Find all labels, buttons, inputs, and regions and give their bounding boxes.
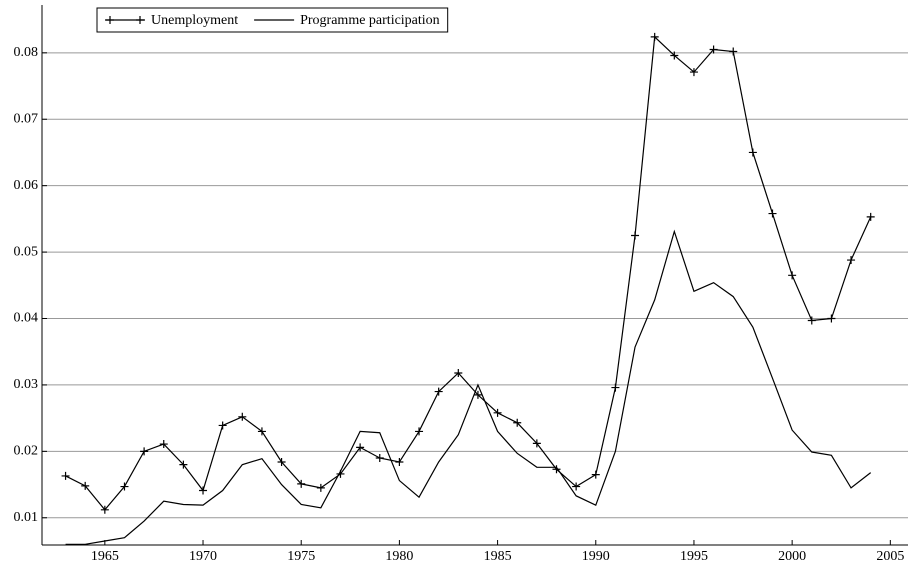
marker <box>238 412 247 421</box>
marker <box>670 51 679 60</box>
series-line <box>65 35 872 511</box>
series-line <box>65 229 872 545</box>
x-tick-label: 2000 <box>778 549 806 564</box>
marker <box>277 457 286 466</box>
marker <box>257 427 266 436</box>
marker <box>866 212 875 221</box>
marker <box>689 68 698 77</box>
marker <box>61 471 70 480</box>
y-tick-label: 0.06 <box>14 178 39 193</box>
marker <box>218 421 227 430</box>
x-tick-label: 1985 <box>484 549 512 564</box>
marker <box>356 443 365 452</box>
y-tick-label: 0.07 <box>14 111 39 126</box>
marker <box>454 368 463 377</box>
x-tick-label: 1980 <box>385 549 413 564</box>
marker <box>611 383 620 392</box>
marker <box>513 418 522 427</box>
x-tick-label: 1970 <box>189 549 217 564</box>
marker <box>297 479 306 488</box>
marker <box>807 316 816 325</box>
marker <box>650 32 659 41</box>
marker <box>199 486 208 495</box>
x-tick-label: 1975 <box>287 549 315 564</box>
x-tick-label: 1990 <box>582 549 610 564</box>
marker <box>768 209 777 218</box>
y-tick-label: 0.01 <box>14 510 39 525</box>
marker <box>631 231 640 240</box>
marker <box>473 390 482 399</box>
marker <box>572 482 581 491</box>
marker <box>120 482 129 491</box>
marker <box>788 271 797 280</box>
marker <box>106 16 114 24</box>
y-tick-label: 0.08 <box>14 45 39 60</box>
marker <box>415 427 424 436</box>
marker <box>591 470 600 479</box>
x-tick-label: 1965 <box>91 549 119 564</box>
y-tick-label: 0.04 <box>14 311 39 326</box>
marker <box>81 481 90 490</box>
marker <box>709 45 718 54</box>
marker <box>827 314 836 323</box>
marker <box>552 465 561 474</box>
marker <box>395 457 404 466</box>
marker <box>847 256 856 265</box>
legend-label: Programme participation <box>300 13 440 28</box>
marker <box>179 460 188 469</box>
marker <box>140 447 149 456</box>
marker <box>375 453 384 462</box>
marker <box>729 47 738 56</box>
marker <box>434 387 443 396</box>
y-tick-label: 0.05 <box>14 244 39 259</box>
marker <box>100 505 109 514</box>
marker <box>748 148 757 157</box>
marker <box>159 440 168 449</box>
marker <box>493 408 502 417</box>
x-tick-label: 1995 <box>680 549 708 564</box>
marker <box>136 16 144 24</box>
legend-label: Unemployment <box>151 13 238 28</box>
y-tick-label: 0.02 <box>14 444 39 459</box>
legend: Unemployment Programme participation <box>96 7 449 33</box>
marker <box>532 439 541 448</box>
marker <box>316 483 325 492</box>
x-tick-label: 2005 <box>876 549 904 564</box>
y-tick-label: 0.03 <box>14 377 39 392</box>
